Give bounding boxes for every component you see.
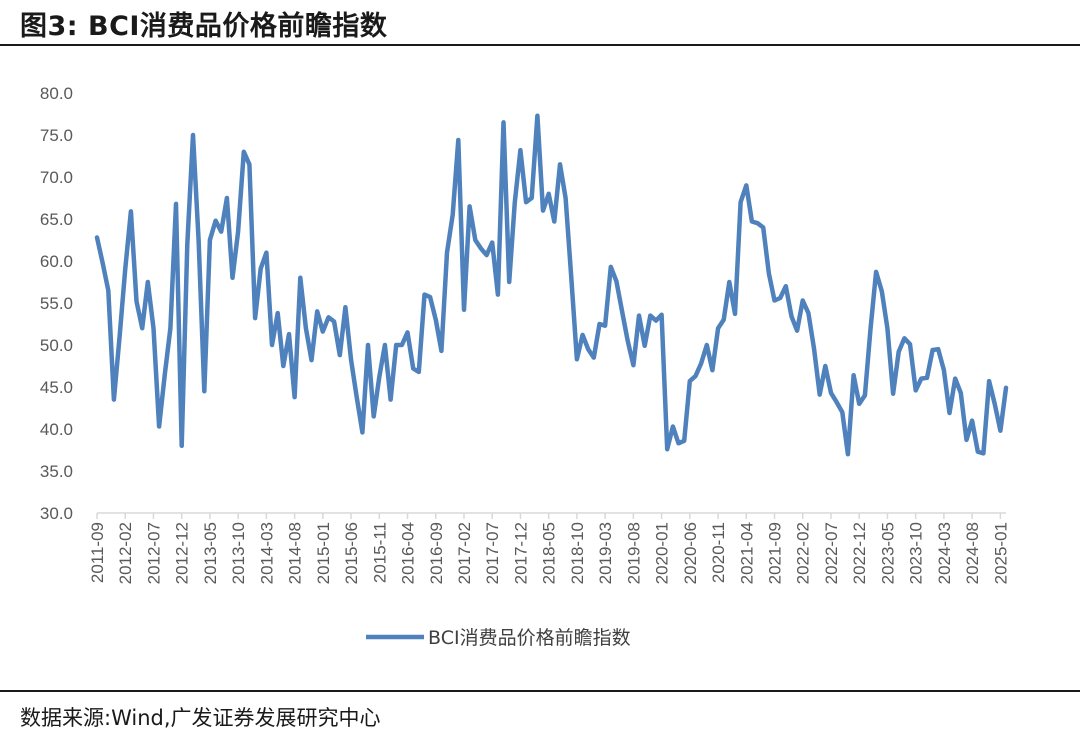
y-tick-label: 75.0 (40, 126, 73, 145)
x-tick-label: 2018-10 (568, 522, 587, 584)
y-tick-label: 80.0 (40, 84, 73, 103)
x-tick-label: 2012-02 (116, 522, 135, 584)
top-rule (0, 44, 1080, 46)
x-tick-label: 2019-03 (596, 522, 615, 584)
x-tick-label: 2012-12 (173, 522, 192, 584)
x-tick-label: 2014-03 (257, 522, 276, 584)
x-tick-label: 2017-12 (511, 522, 530, 584)
x-tick-label: 2015-11 (370, 522, 389, 583)
x-tick-label: 2020-01 (653, 522, 672, 584)
line-chart: 30.0 35.0 40.0 45.0 50.0 55.0 60.0 65.0 70.0 75.0… (40, 84, 1010, 649)
x-tick-label: 2022-07 (822, 522, 841, 584)
x-tick-label: 2020-06 (681, 522, 700, 584)
x-tick-label: 2021-04 (737, 522, 756, 584)
x-tick-label: 2014-08 (286, 522, 305, 584)
y-tick-label: 60.0 (40, 252, 73, 271)
x-tick-label: 2022-02 (794, 522, 813, 584)
y-tick-label: 40.0 (40, 420, 73, 439)
x-tick-label: 2024-03 (935, 522, 954, 584)
x-tick-label: 2012-07 (144, 522, 163, 584)
bottom-rule (0, 690, 1080, 692)
y-tick-label: 30.0 (40, 504, 73, 523)
x-tick-label: 2015-01 (314, 522, 333, 584)
x-tick-label: 2019-08 (624, 522, 643, 584)
x-tick-label: 2011-09 (88, 522, 107, 583)
x-tick-label: 2013-05 (201, 522, 220, 584)
x-tick-label: 2023-10 (907, 522, 926, 584)
x-tick-label: 2017-07 (483, 522, 502, 584)
x-axis-ticks (96, 513, 1002, 519)
y-axis-labels: 30.0 35.0 40.0 45.0 50.0 55.0 60.0 65.0 70.0 75.0… (40, 84, 73, 523)
series-line (94, 113, 1009, 457)
x-tick-label: 2021-09 (766, 522, 785, 584)
x-tick-label: 2017-02 (455, 522, 474, 584)
y-tick-label: 55.0 (40, 294, 73, 313)
x-tick-label: 2016-04 (399, 522, 418, 584)
x-tick-label: 2023-05 (878, 522, 897, 584)
chart-title: 图3: BCI消费品价格前瞻指数 (20, 11, 388, 42)
x-tick-label: 2024-08 (963, 522, 982, 584)
y-tick-label: 70.0 (40, 168, 73, 187)
y-tick-label: 45.0 (40, 378, 73, 397)
x-tick-label: 2022-12 (850, 522, 869, 584)
x-tick-label: 2018-05 (540, 522, 559, 584)
x-tick-label: 2025-01 (991, 522, 1010, 584)
x-tick-label: 2015-06 (342, 522, 361, 584)
source-note: 数据来源:Wind,广发证券发展研究中心 (20, 706, 381, 730)
legend-label: BCI消费品价格前瞻指数 (428, 627, 631, 649)
x-tick-label: 2020-11 (709, 522, 728, 583)
y-tick-label: 35.0 (40, 462, 73, 481)
x-axis-labels: 2011-09 2012-02 2012-07 2012-12 2013-05 2013-… (88, 522, 1010, 584)
x-tick-label: 2013-10 (229, 522, 248, 584)
y-tick-label: 65.0 (40, 210, 73, 229)
y-tick-label: 50.0 (40, 336, 73, 355)
x-tick-label: 2016-09 (427, 522, 446, 584)
